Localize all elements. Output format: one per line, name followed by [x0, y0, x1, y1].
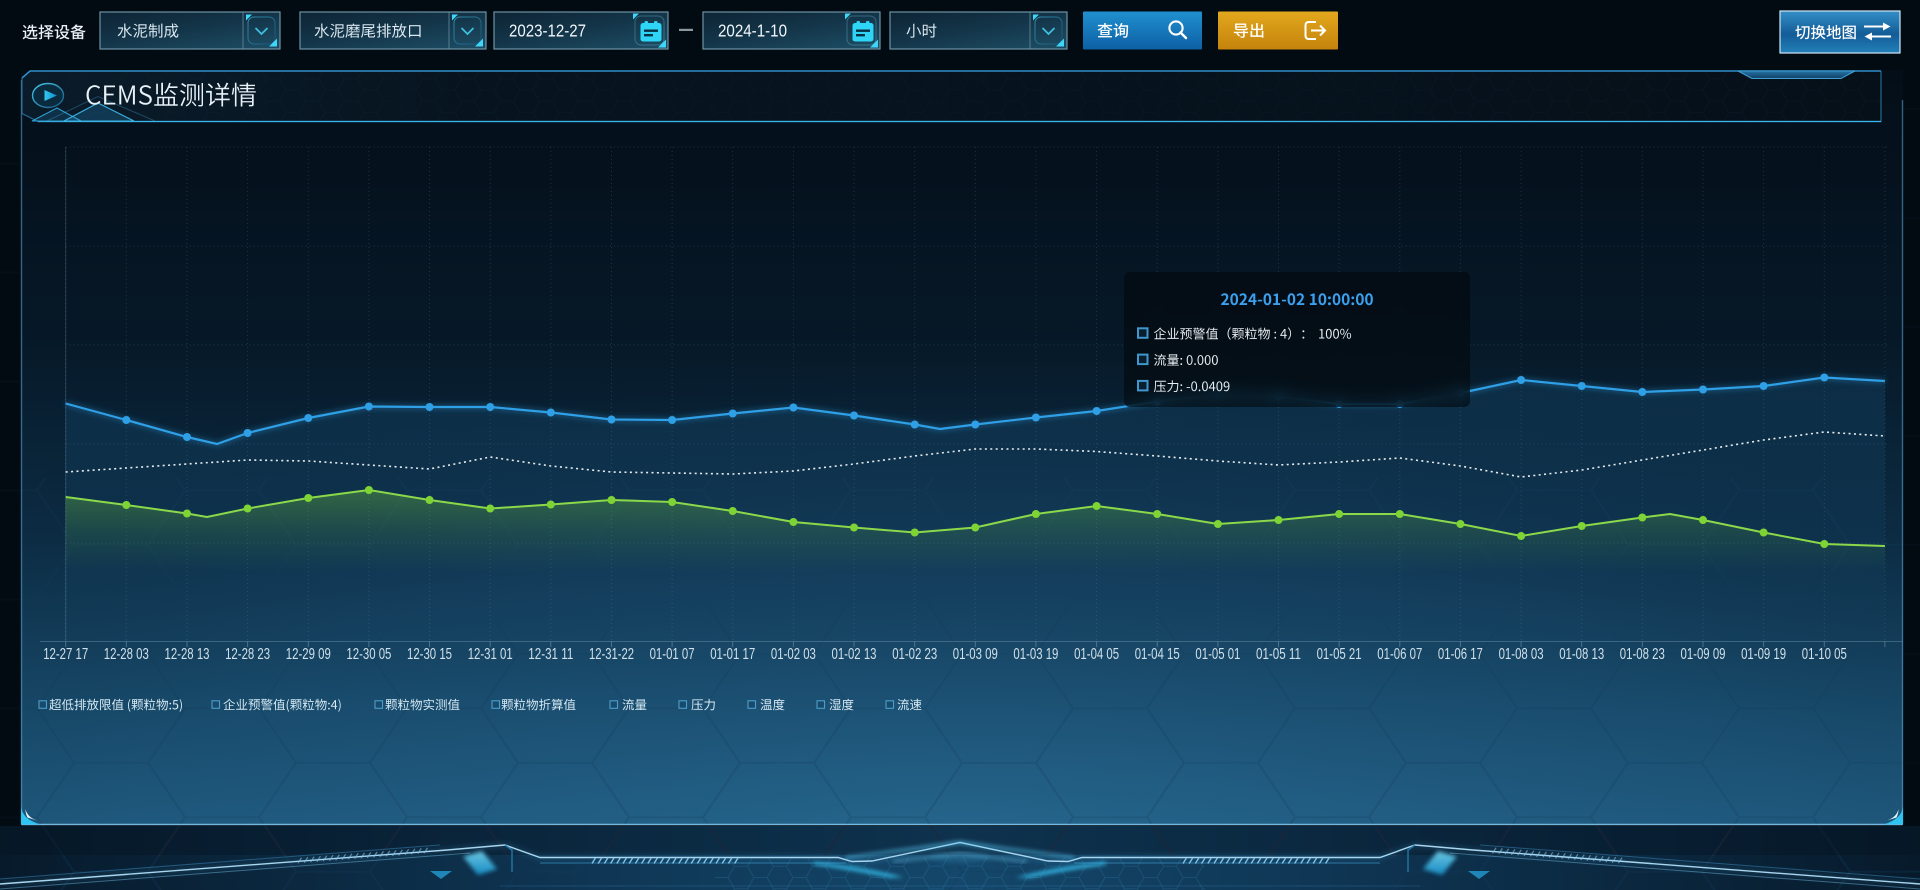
svg-text:01-08 13: 01-08 13: [1559, 646, 1604, 663]
svg-text:01-04 15: 01-04 15: [1135, 646, 1180, 663]
svg-text:12-28 03: 12-28 03: [104, 646, 149, 663]
svg-text:01-08 03: 01-08 03: [1499, 646, 1544, 663]
svg-text:01-03 09: 01-03 09: [953, 646, 998, 663]
svg-text:01-02 03: 01-02 03: [771, 646, 816, 663]
svg-text:01-10 05: 01-10 05: [1802, 646, 1847, 663]
svg-text:01-02 23: 01-02 23: [892, 646, 937, 663]
svg-text:12-30 05: 12-30 05: [346, 646, 391, 663]
svg-text:01-05 11: 01-05 11: [1256, 646, 1301, 663]
svg-text:12-28 13: 12-28 13: [165, 646, 210, 663]
svg-text:12-30 15: 12-30 15: [407, 646, 452, 663]
svg-text:01-08 23: 01-08 23: [1620, 646, 1665, 663]
svg-text:12-29 09: 12-29 09: [286, 646, 331, 663]
svg-text:01-05 21: 01-05 21: [1317, 646, 1362, 663]
svg-text:01-01 17: 01-01 17: [710, 646, 755, 663]
svg-text:12-28 23: 12-28 23: [225, 646, 270, 663]
svg-text:2024-1-10: 2024-1-10: [718, 21, 787, 41]
svg-text:01-04 05: 01-04 05: [1074, 646, 1119, 663]
svg-text:01-06 17: 01-06 17: [1438, 646, 1483, 663]
svg-text:01-09 09: 01-09 09: [1681, 646, 1726, 663]
svg-text:01-06 07: 01-06 07: [1377, 646, 1422, 663]
svg-text:12-31 01: 12-31 01: [468, 646, 513, 663]
svg-text:01-09 19: 01-09 19: [1741, 646, 1786, 663]
svg-text:01-05 01: 01-05 01: [1195, 646, 1240, 663]
svg-text:01-02 13: 01-02 13: [832, 646, 877, 663]
svg-text:01-01 07: 01-01 07: [650, 646, 695, 663]
svg-text:2023-12-27: 2023-12-27: [509, 21, 586, 41]
svg-text:01-03 19: 01-03 19: [1013, 646, 1058, 663]
svg-text:12-31 11: 12-31 11: [528, 646, 573, 663]
svg-text:12-31-22: 12-31-22: [589, 646, 634, 663]
svg-text:12-27 17: 12-27 17: [43, 646, 88, 663]
